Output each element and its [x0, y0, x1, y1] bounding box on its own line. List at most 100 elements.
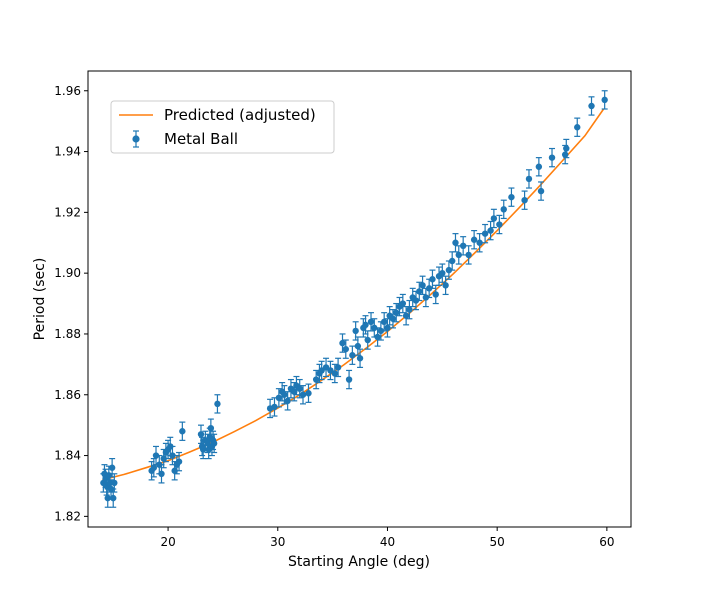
data-point [459, 236, 467, 256]
data-point [345, 369, 353, 390]
point-marker [574, 124, 581, 131]
legend-point-marker [132, 135, 140, 143]
point-marker [175, 458, 183, 465]
point-marker [152, 452, 160, 459]
point-marker [281, 391, 288, 398]
data-point [393, 302, 400, 323]
data-point [374, 327, 381, 347]
point-marker [108, 464, 116, 471]
data-point [487, 220, 494, 241]
data-point [521, 190, 528, 210]
point-marker [425, 285, 433, 292]
point-marker [561, 151, 569, 158]
data-point [214, 394, 221, 414]
point-marker [339, 339, 346, 347]
point-marker [110, 494, 117, 502]
point-marker [169, 452, 176, 459]
data-point [179, 421, 186, 441]
data-point [442, 275, 449, 296]
data-point [364, 330, 371, 350]
data-points-layer [100, 90, 608, 508]
data-point [525, 169, 533, 189]
point-marker [412, 297, 420, 304]
point-marker [377, 327, 385, 335]
data-point [312, 369, 320, 390]
point-marker [362, 321, 369, 329]
point-marker [442, 282, 449, 289]
point-marker [104, 494, 111, 502]
point-marker [111, 479, 118, 487]
y-axis-label: Period (sec) [32, 258, 48, 341]
point-marker [349, 352, 356, 359]
point-marker [214, 400, 221, 408]
point-marker [601, 96, 608, 104]
x-tick-label: 40 [380, 535, 395, 549]
data-point [548, 147, 556, 168]
data-point [356, 348, 364, 368]
point-marker [331, 370, 339, 377]
point-marker [465, 251, 472, 259]
data-point [354, 336, 362, 356]
point-marker [399, 300, 407, 307]
data-point [275, 388, 283, 408]
axis-ticks: 20 30 40 50 60 1.82 1.84 1.86 1.88 1.90 1.92 1.94 1.… [54, 84, 614, 549]
point-marker [406, 306, 413, 313]
point-marker [487, 227, 494, 234]
data-point [111, 473, 118, 493]
point-marker [481, 230, 489, 237]
legend-label-predicted: Predicted (adjusted) [164, 106, 316, 124]
legend-label-metal-ball: Metal Ball [164, 130, 238, 148]
data-point [500, 199, 507, 220]
point-marker [296, 385, 303, 392]
data-point [322, 357, 330, 378]
data-point [299, 385, 307, 405]
y-tick-label: 1.90 [54, 266, 81, 280]
data-point [496, 214, 503, 235]
y-tick-label: 1.92 [54, 205, 81, 219]
point-marker [150, 464, 158, 471]
data-point [429, 269, 436, 289]
point-marker [207, 425, 215, 432]
point-marker [419, 282, 426, 289]
data-point [284, 391, 291, 411]
x-tick-label: 20 [160, 535, 175, 549]
point-marker [354, 342, 362, 350]
point-marker [299, 391, 307, 398]
point-marker [105, 472, 113, 479]
point-marker [500, 206, 507, 213]
data-point [563, 138, 570, 159]
data-point [367, 312, 375, 332]
data-point [481, 223, 489, 244]
point-marker [342, 345, 349, 353]
data-point [508, 187, 515, 207]
data-point [175, 451, 183, 472]
data-point [342, 339, 349, 359]
y-tick-label: 1.84 [54, 449, 81, 463]
point-marker [374, 333, 381, 341]
point-marker [389, 315, 397, 322]
data-point [334, 357, 342, 378]
point-marker [356, 355, 364, 362]
point-marker [535, 163, 543, 170]
point-marker [402, 312, 410, 319]
point-marker [197, 431, 205, 438]
y-tick-label: 1.88 [54, 327, 81, 341]
data-point [399, 293, 407, 314]
point-marker [364, 336, 371, 344]
point-marker [432, 291, 439, 298]
point-marker [275, 394, 283, 401]
point-marker [422, 294, 430, 301]
point-marker [284, 397, 291, 405]
data-point [210, 433, 218, 454]
data-point [380, 312, 388, 332]
point-marker [210, 440, 218, 447]
point-marker [537, 187, 545, 195]
data-point [419, 275, 426, 296]
data-point [296, 378, 303, 399]
x-tick-label: 30 [270, 535, 285, 549]
data-point [452, 233, 459, 253]
data-point [349, 345, 356, 365]
data-point [339, 333, 346, 353]
point-marker [459, 242, 467, 249]
